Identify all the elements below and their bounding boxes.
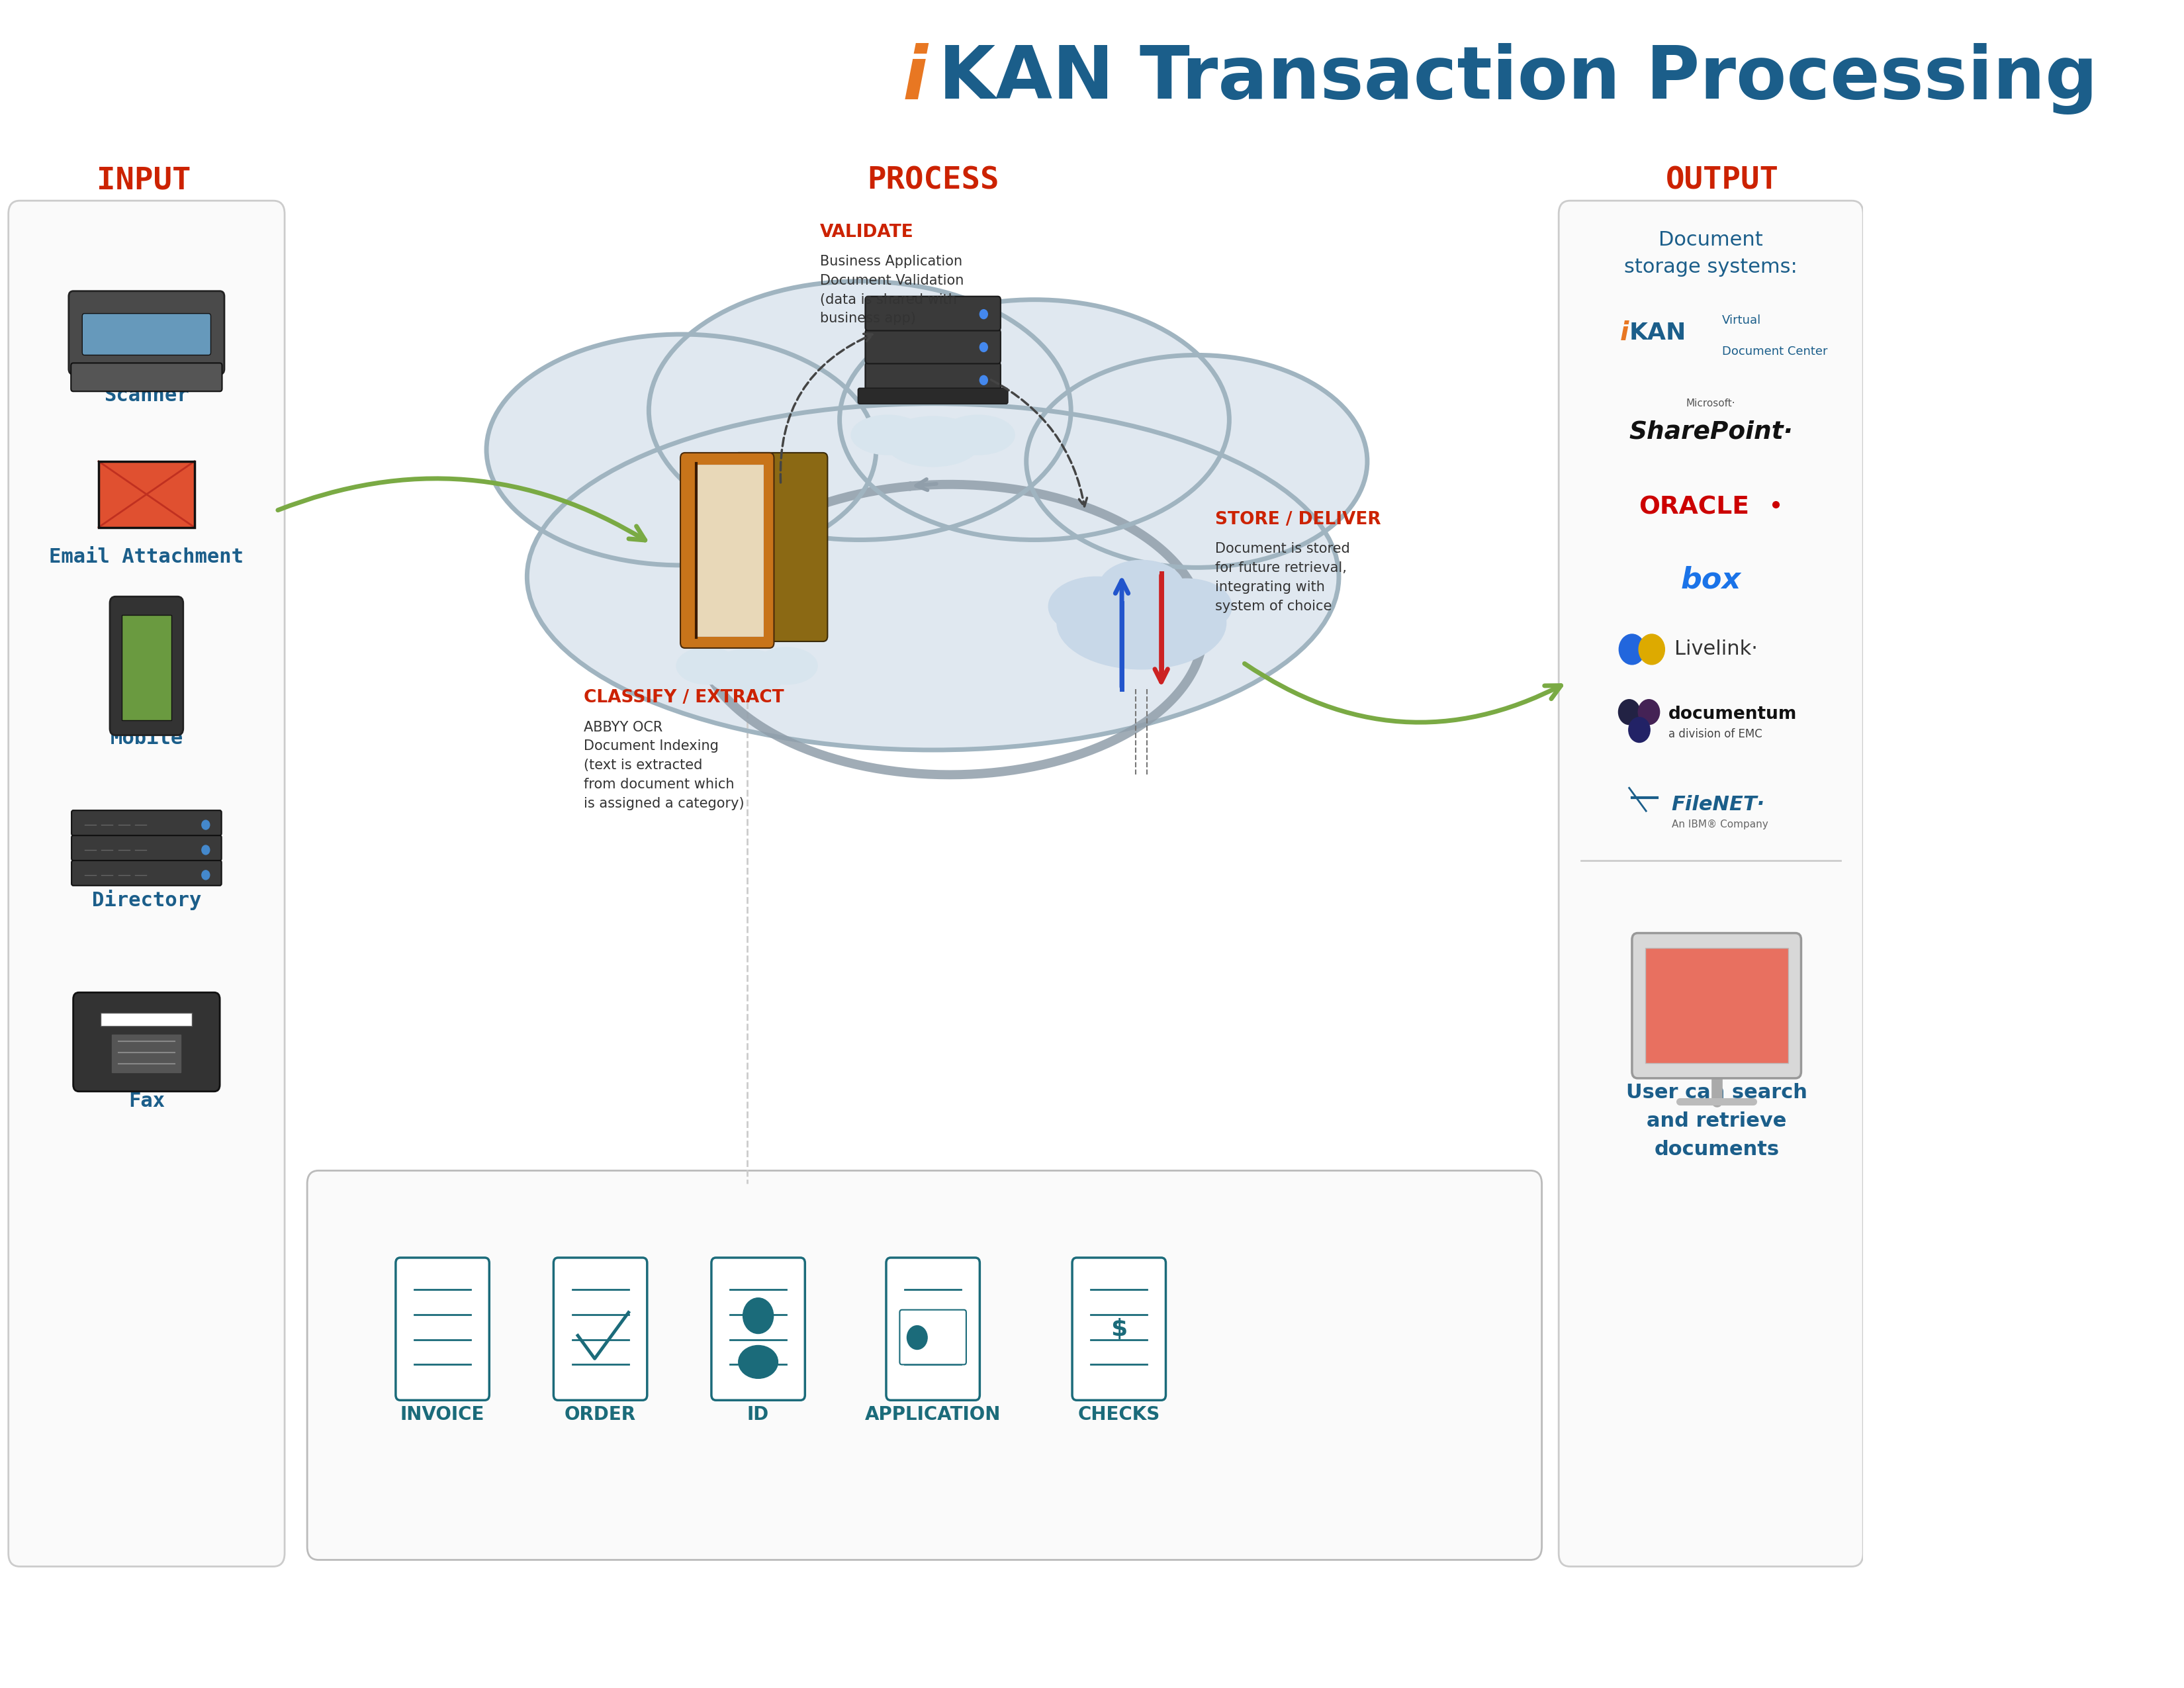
Text: INPUT: INPUT (96, 165, 190, 196)
Text: OUTPUT: OUTPUT (1666, 165, 1778, 196)
FancyBboxPatch shape (70, 363, 223, 392)
FancyBboxPatch shape (122, 614, 170, 721)
Ellipse shape (1026, 354, 1367, 567)
Text: Scanner: Scanner (105, 387, 190, 405)
Text: Document is stored
for future retrieval,
integrating with
system of choice: Document is stored for future retrieval,… (1214, 542, 1350, 613)
FancyBboxPatch shape (1559, 201, 1863, 1566)
Circle shape (981, 375, 987, 385)
Circle shape (743, 1298, 773, 1334)
Ellipse shape (677, 648, 738, 684)
FancyBboxPatch shape (1072, 1258, 1166, 1401)
Circle shape (981, 343, 987, 351)
Ellipse shape (839, 300, 1230, 540)
Text: box: box (1682, 565, 1741, 594)
Text: APPLICATION: APPLICATION (865, 1406, 1000, 1425)
FancyBboxPatch shape (9, 201, 284, 1566)
Text: Directory: Directory (92, 890, 201, 910)
FancyBboxPatch shape (865, 297, 1000, 331)
Ellipse shape (487, 334, 876, 565)
Circle shape (1618, 635, 1645, 665)
Circle shape (1629, 717, 1651, 743)
Text: CLASSIFY / EXTRACT: CLASSIFY / EXTRACT (583, 689, 784, 706)
Text: User can search
and retrieve
documents: User can search and retrieve documents (1625, 1084, 1806, 1160)
Text: i: i (902, 44, 928, 113)
Ellipse shape (756, 648, 817, 684)
Text: Mobile: Mobile (109, 729, 183, 748)
Text: Fax: Fax (129, 1092, 164, 1111)
Text: Document Center: Document Center (1723, 346, 1828, 358)
Text: KAN Transaction Processing: KAN Transaction Processing (939, 42, 2099, 115)
Text: Document
storage systems:: Document storage systems: (1625, 231, 1797, 277)
Circle shape (906, 1325, 928, 1349)
FancyBboxPatch shape (74, 993, 221, 1092)
FancyBboxPatch shape (858, 388, 1009, 403)
Ellipse shape (708, 650, 786, 695)
Ellipse shape (738, 1345, 778, 1379)
FancyBboxPatch shape (734, 452, 828, 641)
Circle shape (1618, 699, 1640, 724)
Ellipse shape (885, 417, 981, 466)
Ellipse shape (852, 415, 924, 454)
Text: Microsoft·: Microsoft· (1686, 398, 1736, 408)
Text: INVOICE: INVOICE (400, 1406, 485, 1425)
Text: i: i (1621, 321, 1629, 346)
Ellipse shape (1099, 560, 1184, 613)
Text: SharePoint·: SharePoint· (1629, 420, 1793, 444)
Text: STORE / DELIVER: STORE / DELIVER (1214, 511, 1380, 528)
Text: ID: ID (747, 1406, 769, 1425)
FancyBboxPatch shape (395, 1258, 489, 1401)
Ellipse shape (526, 403, 1339, 749)
Text: ABBYY OCR
Document Indexing
(text is extracted
from document which
is assigned a: ABBYY OCR Document Indexing (text is ext… (583, 721, 745, 810)
FancyBboxPatch shape (72, 861, 221, 886)
Ellipse shape (941, 415, 1016, 454)
Text: a division of EMC: a division of EMC (1669, 728, 1762, 739)
FancyBboxPatch shape (681, 452, 773, 648)
Ellipse shape (649, 282, 1070, 540)
FancyBboxPatch shape (865, 363, 1000, 397)
Text: $: $ (1112, 1318, 1127, 1340)
FancyBboxPatch shape (72, 836, 221, 861)
FancyBboxPatch shape (887, 1258, 981, 1401)
FancyBboxPatch shape (865, 329, 1000, 363)
FancyBboxPatch shape (308, 1170, 1542, 1560)
Ellipse shape (1048, 577, 1144, 636)
Text: ORDER: ORDER (563, 1406, 636, 1425)
Text: Business Application
Document Validation
(data is shared with
business app): Business Application Document Validation… (821, 255, 963, 326)
Text: Livelink·: Livelink· (1675, 640, 1758, 658)
FancyBboxPatch shape (1631, 933, 1802, 1079)
Ellipse shape (1142, 579, 1232, 635)
FancyBboxPatch shape (100, 1013, 192, 1026)
Circle shape (201, 871, 210, 879)
Ellipse shape (1057, 577, 1225, 668)
Text: An IBM® Company: An IBM® Company (1671, 819, 1767, 829)
Circle shape (1638, 699, 1660, 724)
FancyBboxPatch shape (553, 1258, 646, 1401)
FancyBboxPatch shape (68, 290, 225, 375)
Text: KAN: KAN (1629, 321, 1686, 344)
Text: ORACLE: ORACLE (1638, 496, 1749, 520)
FancyBboxPatch shape (72, 810, 221, 836)
FancyBboxPatch shape (697, 464, 762, 636)
FancyBboxPatch shape (98, 461, 194, 527)
Text: Email Attachment: Email Attachment (50, 547, 245, 567)
Text: Virtual: Virtual (1723, 314, 1762, 326)
FancyBboxPatch shape (111, 1035, 181, 1072)
FancyBboxPatch shape (109, 596, 183, 736)
Circle shape (201, 820, 210, 829)
Text: VALIDATE: VALIDATE (821, 225, 915, 241)
Circle shape (1638, 635, 1664, 665)
Circle shape (201, 846, 210, 854)
Text: PROCESS: PROCESS (867, 165, 998, 196)
FancyBboxPatch shape (712, 1258, 806, 1401)
Text: FileNET·: FileNET· (1671, 795, 1765, 814)
FancyBboxPatch shape (1645, 949, 1789, 1063)
Text: CHECKS: CHECKS (1079, 1406, 1160, 1425)
Circle shape (981, 309, 987, 319)
FancyBboxPatch shape (900, 1310, 965, 1364)
Text: documentum: documentum (1669, 706, 1797, 722)
FancyBboxPatch shape (83, 314, 212, 354)
